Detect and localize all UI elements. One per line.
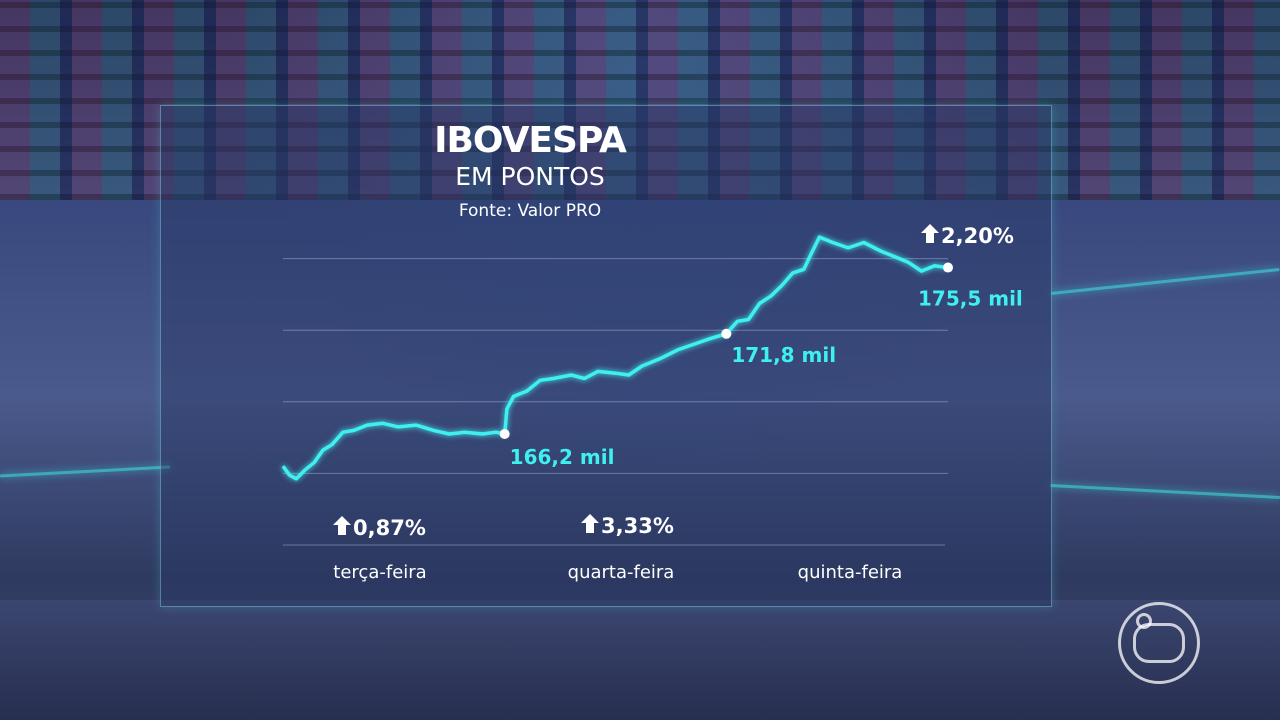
day-label: quarta-feira — [568, 562, 675, 583]
day-label: terça-feira — [333, 562, 426, 583]
annotation-point — [943, 262, 953, 273]
day-change-label: 3,33% — [601, 514, 674, 538]
annotation-label: 166,2 mil — [510, 445, 615, 469]
annotation-label: 171,8 mil — [731, 343, 836, 367]
stock-ticker-background — [0, 0, 1280, 200]
globo-logo — [1118, 602, 1200, 684]
chart-subtitle: EM PONTOS — [455, 162, 605, 191]
ibovespa-series-line — [281, 235, 949, 481]
chart-source: Fonte: Valor PRO — [458, 201, 602, 221]
day-change-label: 2,20% — [941, 224, 1014, 248]
day-change-label: 0,87% — [353, 516, 426, 540]
arrow-up-icon — [921, 224, 939, 243]
day-label: quinta-feira — [798, 562, 903, 583]
arrow-up-icon — [333, 516, 351, 535]
annotation-label: 175,5 mil — [918, 287, 1023, 311]
arrow-up-icon — [581, 514, 599, 533]
annotation-point — [499, 429, 510, 440]
annotation-point — [721, 328, 732, 339]
chart-title: IBOVESPA — [434, 120, 627, 161]
chart-panel — [160, 105, 1052, 607]
trading-floor-background — [0, 600, 1280, 720]
